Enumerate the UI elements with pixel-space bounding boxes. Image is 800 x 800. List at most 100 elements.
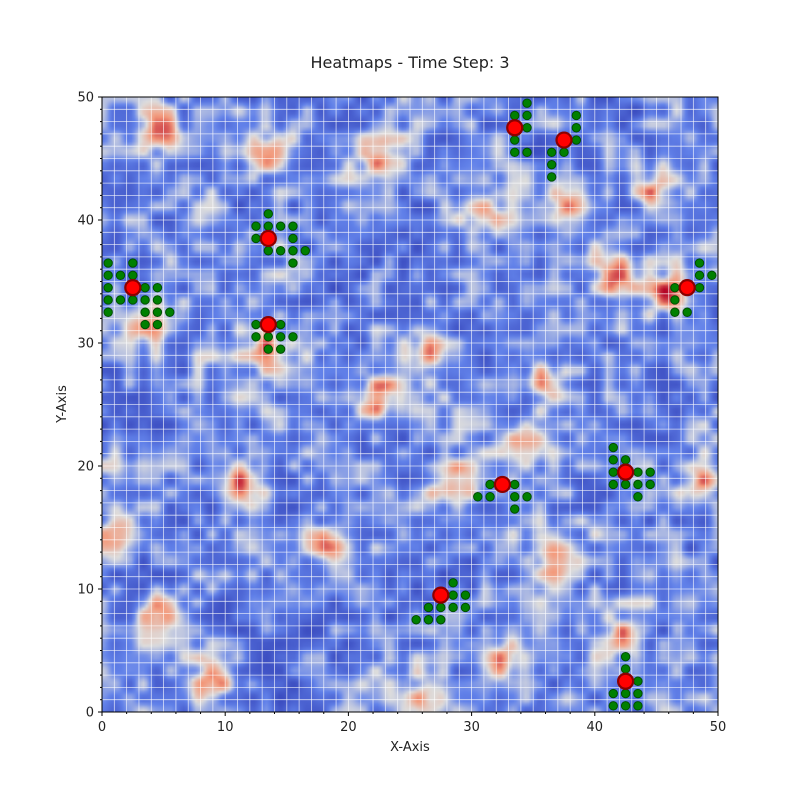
x-tick-label: 40 bbox=[587, 720, 604, 735]
trail-point bbox=[510, 492, 520, 502]
trail-point bbox=[152, 282, 163, 293]
trail-point bbox=[559, 147, 569, 158]
trail-markers bbox=[103, 98, 717, 711]
x-tick-label: 30 bbox=[463, 720, 480, 735]
trail-point bbox=[571, 135, 582, 145]
trail-point bbox=[510, 135, 520, 145]
trail-point bbox=[670, 307, 680, 317]
trail-point bbox=[300, 246, 310, 256]
x-tick-label: 20 bbox=[340, 720, 357, 735]
trail-point bbox=[608, 442, 618, 453]
trail-point bbox=[436, 615, 446, 625]
agent-point bbox=[259, 229, 277, 248]
trail-point bbox=[546, 147, 557, 158]
trail-point bbox=[510, 504, 520, 514]
trail-point bbox=[115, 295, 126, 305]
trail-point bbox=[128, 258, 138, 268]
trail-point bbox=[522, 147, 532, 158]
trail-point bbox=[128, 295, 138, 305]
agent-point bbox=[124, 279, 142, 297]
trail-point bbox=[608, 701, 618, 711]
agent-point bbox=[506, 119, 524, 137]
x-tick-label: 10 bbox=[217, 720, 234, 735]
trail-point bbox=[436, 602, 446, 613]
agent-point bbox=[432, 586, 450, 604]
trail-point bbox=[633, 492, 643, 502]
trail-point bbox=[608, 467, 618, 477]
trail-point bbox=[275, 332, 286, 342]
trail-point bbox=[473, 492, 483, 502]
trail-point bbox=[251, 332, 261, 342]
y-tick-label: 20 bbox=[77, 460, 94, 475]
trail-point bbox=[288, 221, 298, 231]
x-tick-label: 50 bbox=[710, 720, 727, 735]
trail-point bbox=[103, 270, 113, 281]
trail-point bbox=[620, 688, 631, 699]
trail-point bbox=[152, 319, 163, 330]
trail-point bbox=[275, 221, 286, 231]
trail-point bbox=[288, 233, 298, 244]
trail-point bbox=[152, 295, 163, 305]
trail-point bbox=[423, 615, 434, 625]
trail-point bbox=[620, 664, 631, 674]
agent-point bbox=[555, 131, 573, 149]
trail-point bbox=[288, 246, 298, 256]
trail-point bbox=[128, 270, 138, 281]
trail-point bbox=[485, 492, 495, 502]
trail-point bbox=[645, 479, 655, 490]
trail-point bbox=[485, 479, 495, 490]
trail-point bbox=[263, 332, 274, 342]
y-tick-label: 10 bbox=[77, 583, 94, 598]
plot-area bbox=[102, 97, 718, 712]
y-tick-label: 0 bbox=[86, 706, 94, 721]
trail-point bbox=[288, 332, 298, 342]
trail-point bbox=[263, 344, 274, 354]
trail-point bbox=[633, 688, 643, 699]
trail-point bbox=[546, 159, 557, 170]
agent-point bbox=[678, 279, 696, 297]
y-tick-label: 30 bbox=[77, 337, 94, 352]
trail-point bbox=[633, 701, 643, 711]
trail-point bbox=[263, 209, 274, 219]
trail-point bbox=[546, 172, 557, 182]
trail-point bbox=[620, 701, 631, 711]
trail-point bbox=[608, 688, 618, 699]
trail-point bbox=[263, 246, 274, 256]
trail-point bbox=[620, 455, 631, 465]
trail-point bbox=[115, 270, 126, 281]
agent-markers bbox=[124, 119, 696, 690]
chart-title: Heatmaps - Time Step: 3 bbox=[310, 53, 509, 72]
trail-point bbox=[460, 602, 471, 613]
agent-point bbox=[493, 475, 511, 494]
trail-point bbox=[670, 295, 680, 305]
trail-point bbox=[165, 307, 175, 317]
trail-point bbox=[288, 258, 298, 268]
y-tick-label: 50 bbox=[77, 91, 94, 106]
agent-point bbox=[616, 463, 635, 481]
y-axis: 0 10 20 30 40 50 bbox=[77, 91, 102, 721]
trail-point bbox=[633, 676, 643, 686]
y-tick-label: 40 bbox=[77, 214, 94, 229]
trail-point bbox=[103, 295, 113, 305]
trail-point bbox=[103, 307, 113, 317]
trail-point bbox=[608, 455, 618, 465]
trail-point bbox=[152, 307, 163, 317]
trail-point bbox=[140, 319, 150, 330]
trail-point bbox=[522, 98, 532, 108]
trail-point bbox=[460, 590, 471, 600]
trail-point bbox=[633, 467, 643, 477]
trail-point bbox=[670, 282, 680, 293]
x-axis: 0 10 20 30 40 50 bbox=[98, 712, 726, 735]
agent-point bbox=[259, 315, 277, 334]
trail-point bbox=[275, 319, 286, 330]
trail-point bbox=[522, 110, 532, 121]
trail-point bbox=[275, 344, 286, 354]
trail-point bbox=[411, 615, 421, 625]
trail-point bbox=[140, 307, 150, 317]
x-tick-label: 0 bbox=[98, 720, 106, 735]
trail-point bbox=[448, 590, 458, 600]
trail-point bbox=[251, 233, 261, 244]
trail-point bbox=[707, 270, 717, 281]
trail-point bbox=[510, 147, 520, 158]
